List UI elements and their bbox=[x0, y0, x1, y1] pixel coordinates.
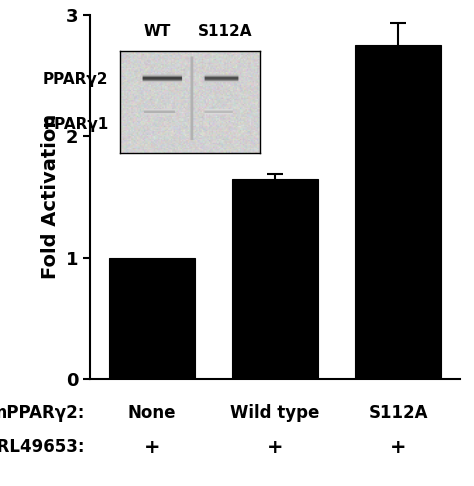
Y-axis label: Fold Activation: Fold Activation bbox=[41, 114, 60, 279]
Bar bbox=[109, 258, 195, 379]
Text: Wild type: Wild type bbox=[230, 404, 319, 422]
Text: None: None bbox=[128, 404, 176, 422]
Text: PPARγ1: PPARγ1 bbox=[43, 117, 109, 132]
Text: mPPARγ2:: mPPARγ2: bbox=[0, 404, 85, 422]
Bar bbox=[355, 45, 441, 379]
Text: WT: WT bbox=[144, 24, 171, 39]
Text: +: + bbox=[267, 437, 283, 457]
Text: S112A: S112A bbox=[198, 24, 252, 39]
Text: PPARγ2: PPARγ2 bbox=[43, 72, 109, 87]
Text: S112A: S112A bbox=[368, 404, 428, 422]
Text: +: + bbox=[144, 437, 160, 457]
Text: BRL49653:: BRL49653: bbox=[0, 438, 85, 456]
Bar bbox=[232, 179, 318, 379]
Text: +: + bbox=[390, 437, 406, 457]
